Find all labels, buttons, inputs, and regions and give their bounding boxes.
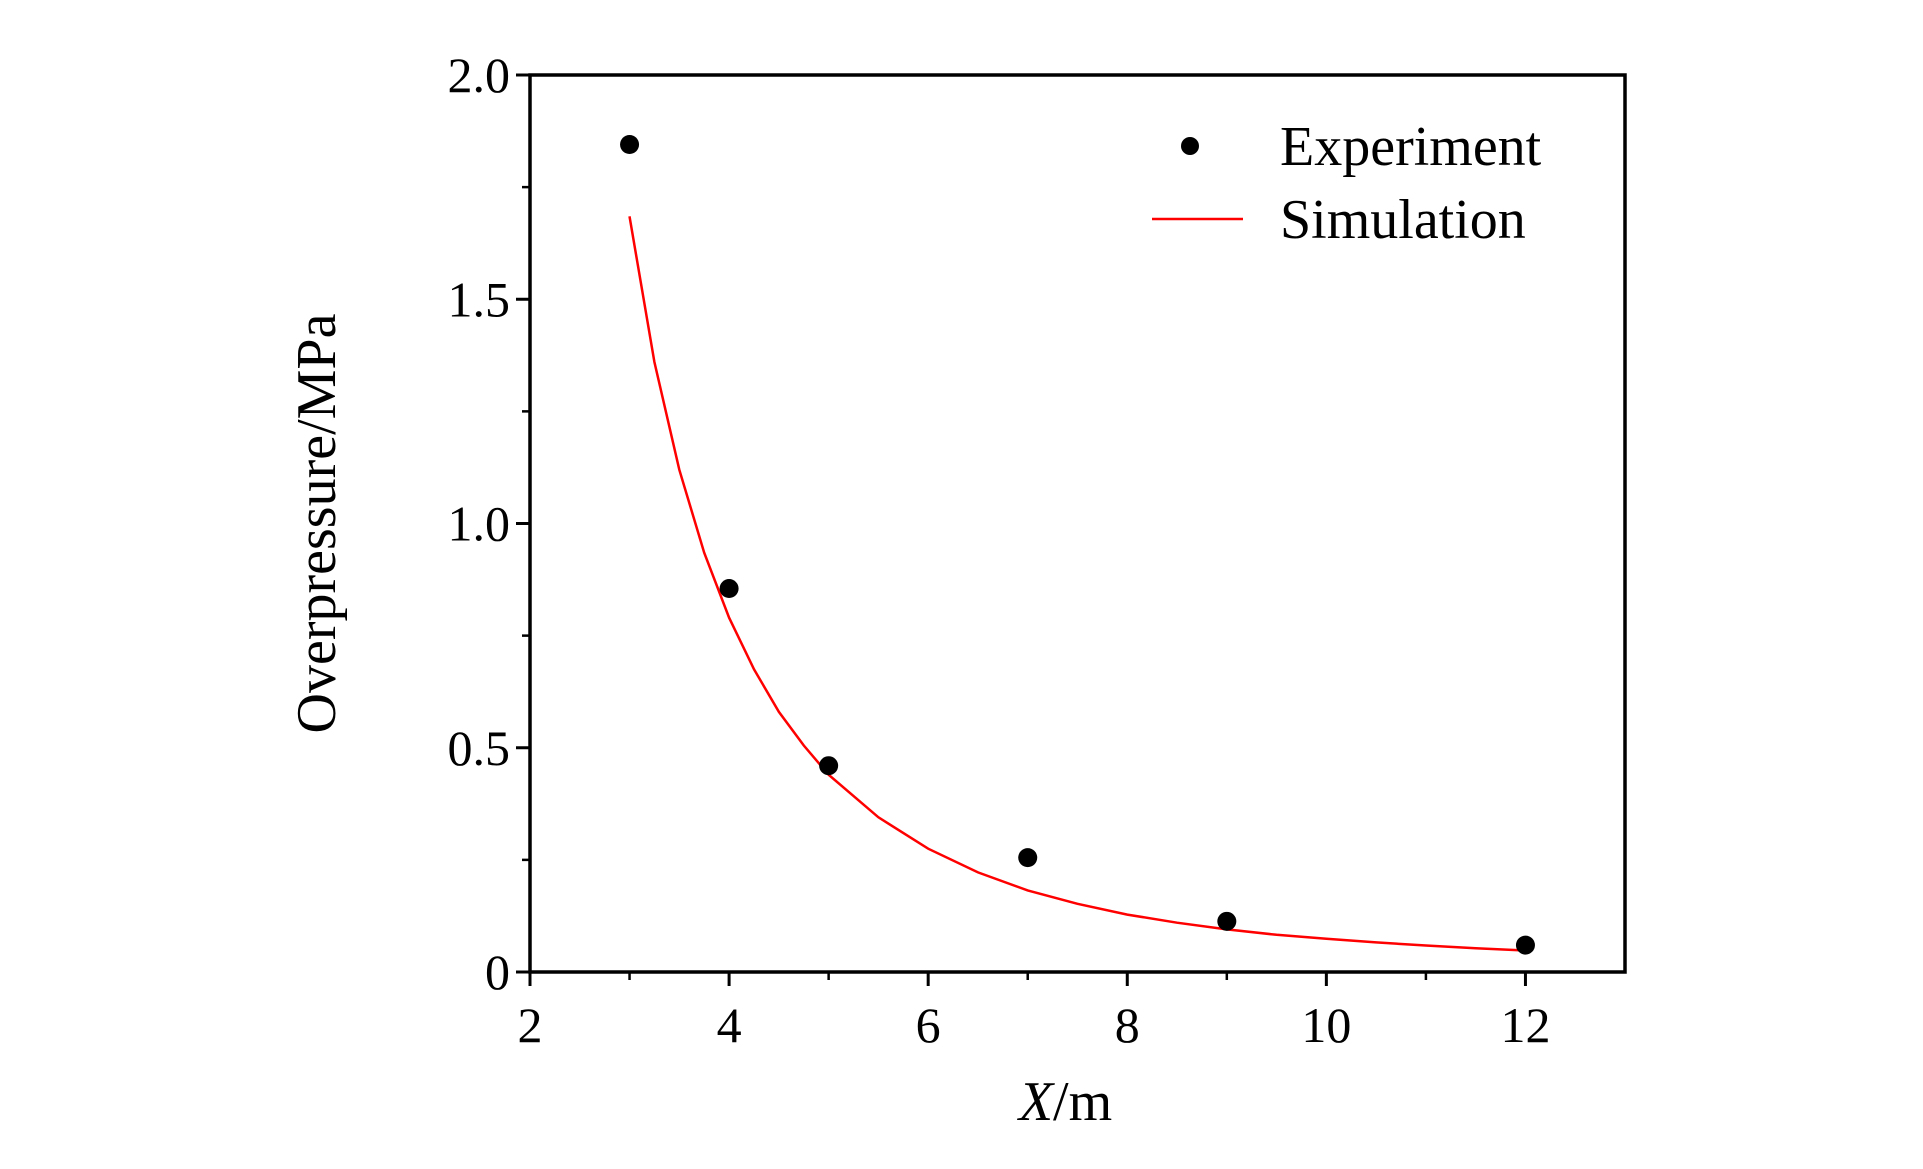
legend-marker-experiment	[1181, 137, 1199, 155]
x-tick-label-10: 10	[1301, 997, 1351, 1053]
y-tick-label-0.5: 0.5	[448, 720, 511, 776]
x-axis-label: X/m	[1017, 1071, 1112, 1133]
experiment-point	[620, 135, 640, 155]
x-tick-label-4: 4	[717, 997, 742, 1053]
x-tick-label-6: 6	[916, 997, 941, 1053]
x-tick-label-8: 8	[1115, 997, 1140, 1053]
x-tick-label-2: 2	[518, 997, 543, 1053]
x-axis-label-unit: /m	[1053, 1071, 1112, 1133]
tick-labels: 2 4 6 8 10 12 0 0.5 1.0 1.5 2.0	[448, 47, 1551, 1053]
experiment-point	[1515, 935, 1535, 955]
x-axis-label-variable: X	[1017, 1071, 1056, 1133]
y-tick-label-1.5: 1.5	[448, 271, 511, 327]
x-tick-label-12: 12	[1500, 997, 1550, 1053]
y-tick-label-1.0: 1.0	[448, 496, 511, 552]
experiment-point	[1018, 848, 1038, 868]
legend-label-experiment: Experiment	[1280, 116, 1542, 178]
legend: Experiment Simulation	[1152, 116, 1542, 251]
experiment-point	[1217, 911, 1237, 931]
series-line-simulation	[628, 216, 1526, 952]
experiment-point	[719, 579, 739, 599]
y-tick-label-0: 0	[485, 944, 510, 1000]
y-tick-label-2.0: 2.0	[448, 47, 511, 103]
experiment-point	[819, 756, 839, 776]
y-axis-label: Overpressure/MPa	[286, 313, 348, 733]
plot-frame	[528, 73, 1627, 974]
legend-label-simulation: Simulation	[1280, 189, 1526, 251]
series-layer	[620, 135, 1535, 955]
